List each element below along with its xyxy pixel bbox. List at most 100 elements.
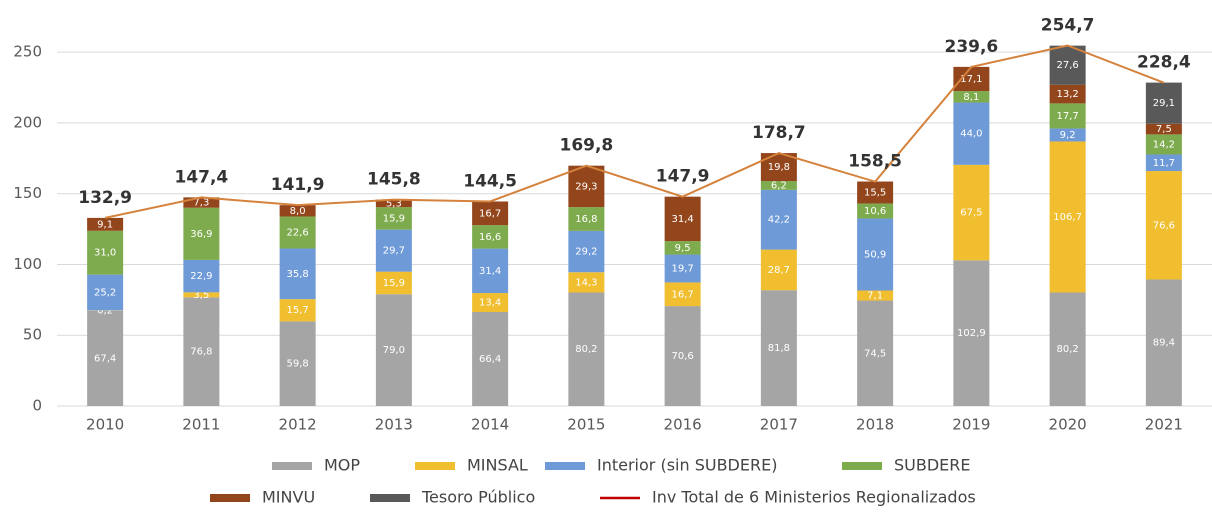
legend-label: SUBDERE <box>894 456 971 475</box>
value-label: 19,8 <box>768 162 790 173</box>
value-label: 76,6 <box>1153 220 1175 231</box>
legend-swatch <box>370 494 410 502</box>
legend-label: MINSAL <box>467 456 528 475</box>
value-label: 66,4 <box>479 354 501 365</box>
legend-label: Interior (sin SUBDERE) <box>597 456 777 475</box>
legend-swatch <box>545 462 585 470</box>
value-label: 29,7 <box>383 246 405 257</box>
value-label: 22,9 <box>190 271 212 282</box>
value-label: 31,4 <box>671 214 693 225</box>
value-label: 14,2 <box>1153 139 1175 150</box>
value-label: 15,9 <box>383 278 405 289</box>
legend-label: MINVU <box>262 488 315 507</box>
total-label: 228,4 <box>1137 53 1191 73</box>
total-label: 169,8 <box>559 136 613 156</box>
x-tick-label: 2016 <box>664 416 702 434</box>
value-label: 36,9 <box>190 229 212 240</box>
x-tick-label: 2018 <box>856 416 894 434</box>
x-tick-label: 2019 <box>952 416 990 434</box>
total-label: 239,6 <box>944 37 998 57</box>
legend-swatch <box>842 462 882 470</box>
value-label: 29,1 <box>1153 98 1175 109</box>
total-label: 254,7 <box>1041 16 1095 36</box>
x-tick-label: 2017 <box>760 416 798 434</box>
value-label: 13,2 <box>1056 89 1078 100</box>
total-label: 147,9 <box>656 167 710 187</box>
value-label: 22,6 <box>286 227 308 238</box>
value-label: 28,7 <box>768 265 790 276</box>
value-label: 19,7 <box>671 263 693 274</box>
total-label: 145,8 <box>367 170 421 190</box>
legend-swatch <box>415 462 455 470</box>
value-label: 7,5 <box>1156 124 1172 135</box>
y-tick-label: 250 <box>13 43 42 61</box>
total-label: 147,4 <box>174 167 228 187</box>
value-label: 29,2 <box>575 247 597 258</box>
legend-label: Tesoro Público <box>421 488 535 507</box>
value-label: 67,4 <box>94 353 116 364</box>
value-label: 106,7 <box>1053 212 1082 223</box>
value-label: 42,2 <box>768 215 790 226</box>
value-label: 7,1 <box>867 291 883 302</box>
value-label: 81,8 <box>768 343 790 354</box>
value-label: 8,1 <box>963 92 979 103</box>
value-label: 16,8 <box>575 214 597 225</box>
value-label: 70,6 <box>671 351 693 362</box>
value-label: 17,7 <box>1056 111 1078 122</box>
value-label: 9,5 <box>675 243 691 254</box>
x-tick-label: 2010 <box>86 416 124 434</box>
value-label: 14,3 <box>575 277 597 288</box>
value-label: 10,6 <box>864 206 886 217</box>
value-label: 15,7 <box>286 305 308 316</box>
value-label: 79,0 <box>383 345 405 356</box>
value-label: 15,5 <box>864 187 886 198</box>
legend-swatch <box>272 462 312 470</box>
legend-swatch <box>210 494 250 502</box>
value-label: 13,4 <box>479 298 501 309</box>
value-label: 59,8 <box>286 359 308 370</box>
value-label: 80,2 <box>575 344 597 355</box>
value-label: 11,7 <box>1153 158 1175 169</box>
value-label: 27,6 <box>1056 60 1078 71</box>
y-tick-label: 50 <box>23 326 42 344</box>
total-label: 144,5 <box>463 171 517 191</box>
value-label: 76,8 <box>190 347 212 358</box>
value-label: 80,2 <box>1056 344 1078 355</box>
x-tick-label: 2013 <box>375 416 413 434</box>
value-label: 25,2 <box>94 287 116 298</box>
value-label: 31,0 <box>94 248 116 259</box>
y-tick-label: 200 <box>13 113 42 131</box>
y-tick-label: 0 <box>32 397 42 415</box>
x-tick-label: 2015 <box>567 416 605 434</box>
value-label: 15,9 <box>383 213 405 224</box>
value-label: 50,9 <box>864 249 886 260</box>
legend-label: MOP <box>324 456 360 475</box>
value-label: 35,8 <box>286 269 308 280</box>
value-label: 89,4 <box>1153 338 1175 349</box>
x-tick-label: 2014 <box>471 416 509 434</box>
value-label: 6,2 <box>771 180 787 191</box>
value-label: 102,9 <box>957 328 986 339</box>
x-tick-label: 2011 <box>182 416 220 434</box>
y-tick-label: 100 <box>13 255 42 273</box>
value-label: 44,0 <box>960 129 982 140</box>
value-label: 67,5 <box>960 208 982 219</box>
total-label: 158,5 <box>848 152 902 172</box>
y-tick-label: 150 <box>13 184 42 202</box>
value-label: 74,5 <box>864 348 886 359</box>
value-label: 9,2 <box>1060 130 1076 141</box>
total-label: 132,9 <box>78 188 132 208</box>
value-label: 16,7 <box>479 208 501 219</box>
x-tick-label: 2012 <box>279 416 317 434</box>
value-label: 16,7 <box>671 289 693 300</box>
value-label: 29,3 <box>575 181 597 192</box>
x-tick-label: 2020 <box>1049 416 1087 434</box>
total-label: 141,9 <box>271 175 325 195</box>
x-tick-label: 2021 <box>1145 416 1183 434</box>
legend-label: Inv Total de 6 Ministerios Regionalizado… <box>652 488 976 507</box>
value-label: 31,4 <box>479 266 501 277</box>
value-label: 9,1 <box>97 219 113 230</box>
value-label: 8,0 <box>290 206 306 217</box>
total-label: 178,7 <box>752 123 806 143</box>
